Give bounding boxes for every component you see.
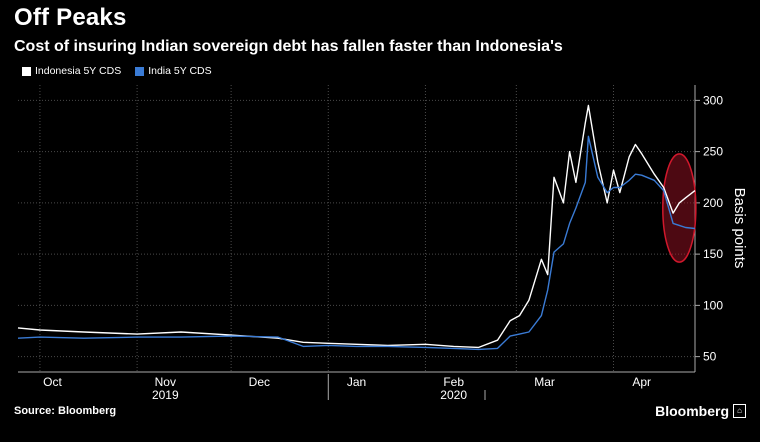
legend-swatch-india [135, 66, 145, 76]
x-tick-label: Dec [249, 375, 270, 389]
legend-label-india: India 5Y CDS [148, 65, 212, 77]
india-line [17, 135, 696, 351]
y-tick-label: 150 [703, 247, 723, 261]
legend-swatch-indonesia [22, 66, 31, 76]
x-tick-label: Oct [43, 375, 62, 389]
source-note: Source: Bloomberg [14, 405, 117, 417]
y-tick-label: 50 [703, 350, 717, 364]
year-label: 2019 [152, 388, 179, 402]
chart-title: Off Peaks [14, 4, 127, 31]
indonesia-line [17, 104, 696, 349]
chart-subtitle: Cost of insuring Indian sovereign debt h… [14, 38, 563, 55]
y-axis-label: Basis points [731, 188, 748, 269]
x-tick-label: Nov [155, 375, 176, 389]
highlight-ellipse [662, 153, 697, 263]
brand-name: Bloomberg [655, 403, 729, 419]
legend: Indonesia 5Y CDS India 5Y CDS [22, 65, 212, 77]
y-tick-label: 250 [703, 145, 723, 159]
terminal-icon: ⌂ [733, 404, 746, 418]
brand-logo: Bloomberg ⌂ [655, 403, 746, 419]
y-tick-label: 100 [703, 298, 723, 312]
legend-label-indonesia: Indonesia 5Y CDS [35, 65, 122, 77]
year-label: 2020 [440, 388, 467, 402]
y-tick-label: 300 [703, 93, 723, 107]
y-tick-label: 200 [703, 196, 723, 210]
x-tick-label: Apr [632, 375, 651, 389]
x-tick-label: Mar [534, 375, 555, 389]
legend-item-indonesia: Indonesia 5Y CDS [22, 65, 121, 77]
x-tick-label: Feb [443, 375, 464, 389]
x-tick-label: Jan [347, 375, 366, 389]
legend-item-india: India 5Y CDS [135, 65, 212, 77]
